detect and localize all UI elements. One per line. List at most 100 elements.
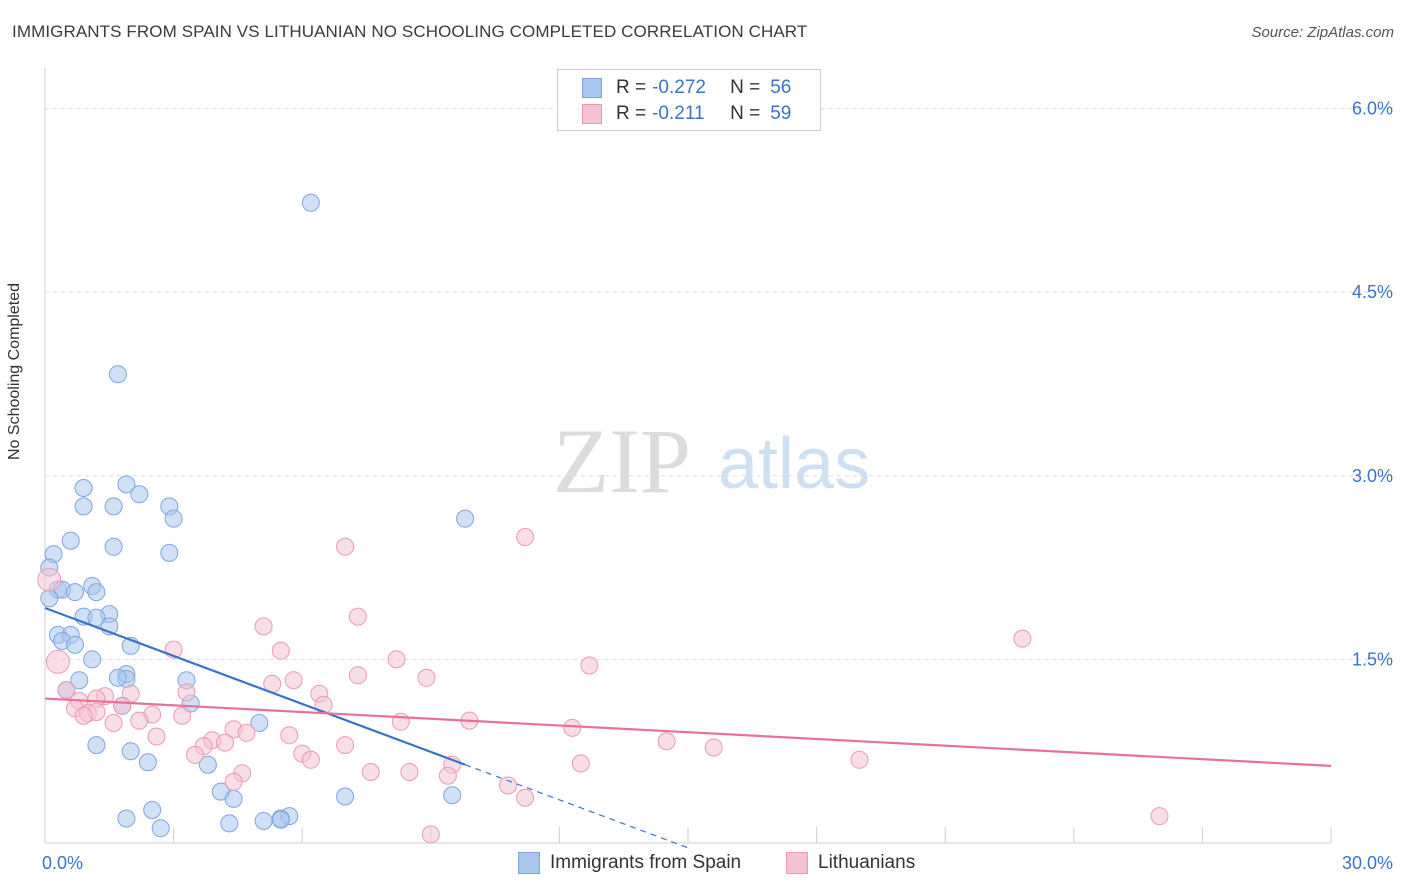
y-tick-label: 3.0% <box>1352 466 1393 486</box>
y-tick-label: 4.5% <box>1352 282 1393 302</box>
lithuanian-point <box>387 650 406 669</box>
legend-label-lithuanians: Lithuanians <box>818 852 916 873</box>
lithuanian-point <box>563 718 582 737</box>
spain-point <box>220 814 239 833</box>
lithuanian-point <box>850 750 869 769</box>
legend-item-lithuanians: Lithuanians <box>786 852 915 874</box>
lithuanian-point <box>348 666 367 685</box>
spain-point <box>143 801 162 819</box>
spain-point <box>456 509 475 528</box>
spain-point <box>198 755 217 774</box>
lithuanian-point <box>280 726 299 745</box>
lithuanian-point <box>113 696 132 715</box>
legend-swatch-spain <box>582 78 602 98</box>
spain-point <box>130 485 149 504</box>
spain-point <box>336 787 355 806</box>
spain-point <box>74 479 93 497</box>
lithuanian-point <box>438 766 457 785</box>
legend-swatch-lithuanians <box>786 852 808 874</box>
lithuanian-point <box>186 745 204 764</box>
lithuanian-point <box>580 656 599 675</box>
spain-point <box>160 543 179 562</box>
spain-point <box>271 810 290 829</box>
lithuanian-point <box>361 763 380 781</box>
grid-lines <box>45 108 1392 660</box>
spain-point <box>104 537 123 556</box>
legend-n-label: N = <box>730 103 761 124</box>
spain-point <box>117 809 136 828</box>
spain-point <box>108 365 127 384</box>
lithuanian-point <box>336 736 355 755</box>
lithuanian-point <box>417 668 436 687</box>
legend-swatch-spain <box>518 852 540 874</box>
legend-r-label: R = <box>616 77 647 98</box>
spain-point <box>74 497 93 516</box>
legend-n-value: 59 <box>770 103 792 124</box>
spain-point <box>70 671 89 690</box>
lithuanian-point <box>130 711 149 730</box>
legend-label-spain: Immigrants from Spain <box>550 852 742 873</box>
lithuanian-point <box>704 738 723 757</box>
x-tick-label: 0.0% <box>42 853 83 873</box>
lithuanian-point <box>499 776 517 795</box>
lithuanian-point <box>216 733 234 752</box>
spain-point <box>250 714 269 732</box>
lithuanian-point <box>173 706 192 725</box>
spain-point <box>61 531 80 550</box>
watermark: ZIP atlas <box>553 410 870 512</box>
legend-n-label: N = <box>730 77 761 98</box>
lithuanian-point <box>348 607 367 626</box>
spain-point <box>443 786 462 805</box>
lithuanian-point <box>147 727 166 746</box>
spain-point <box>87 736 106 755</box>
lithuanian-point <box>657 732 676 751</box>
lithuanian-point <box>421 825 440 844</box>
lithuanian-point <box>400 763 419 781</box>
spain-point <box>301 193 320 212</box>
lithuanian-point <box>301 750 320 769</box>
spain-point <box>40 589 59 608</box>
lithuanian-point <box>57 681 76 699</box>
lithuanian-point <box>37 567 62 592</box>
lithuanian-point <box>271 641 290 660</box>
lithuanian-point <box>516 788 535 807</box>
lithuanian-point <box>104 714 123 732</box>
lithuanian-point <box>224 772 243 791</box>
spain-point <box>117 475 136 494</box>
spain-point <box>121 742 140 761</box>
spain-trend-line <box>44 606 466 766</box>
legend-n-value: 56 <box>770 77 792 98</box>
legend-swatch-lithuanians <box>582 104 602 124</box>
correlation-legend: R = -0.272 N = 56 R = -0.211 N = 59 <box>557 69 821 131</box>
lithuanian-point <box>177 683 196 702</box>
spain-point <box>83 650 102 669</box>
lithuanian-point <box>1150 807 1169 826</box>
spain-point <box>164 509 183 528</box>
spain-trend-extension <box>464 764 689 849</box>
series-legend: Immigrants from Spain Lithuanians <box>0 852 1406 878</box>
legend-r-value: -0.272 <box>652 77 706 98</box>
trend-lines <box>44 606 1332 849</box>
spain-point <box>254 812 273 830</box>
lithuanian-point <box>74 706 93 725</box>
spain-point <box>151 819 170 838</box>
spain-point <box>224 789 243 808</box>
spain-point <box>104 497 123 516</box>
spain-point <box>87 583 106 602</box>
lithuanian-point <box>237 723 256 742</box>
y-tick-label: 6.0% <box>1352 99 1393 119</box>
lithuanian-point <box>284 671 303 690</box>
data-points <box>37 193 1169 844</box>
legend-r-value: -0.211 <box>652 103 705 124</box>
source-label: Source: ZipAtlas.com <box>1251 24 1394 41</box>
spain-point <box>66 583 84 602</box>
legend-row-lithuanians: R = -0.211 N = 59 <box>582 102 791 126</box>
lithuanian-trend-line <box>44 697 1332 767</box>
spain-point <box>138 753 157 772</box>
spain-point <box>108 668 127 687</box>
lithuanian-point <box>516 528 535 546</box>
spain-point <box>66 635 84 654</box>
y-axis-title: No Schooling Completed <box>6 283 23 460</box>
legend-item-spain: Immigrants from Spain <box>518 852 741 874</box>
lithuanian-point <box>254 617 273 636</box>
